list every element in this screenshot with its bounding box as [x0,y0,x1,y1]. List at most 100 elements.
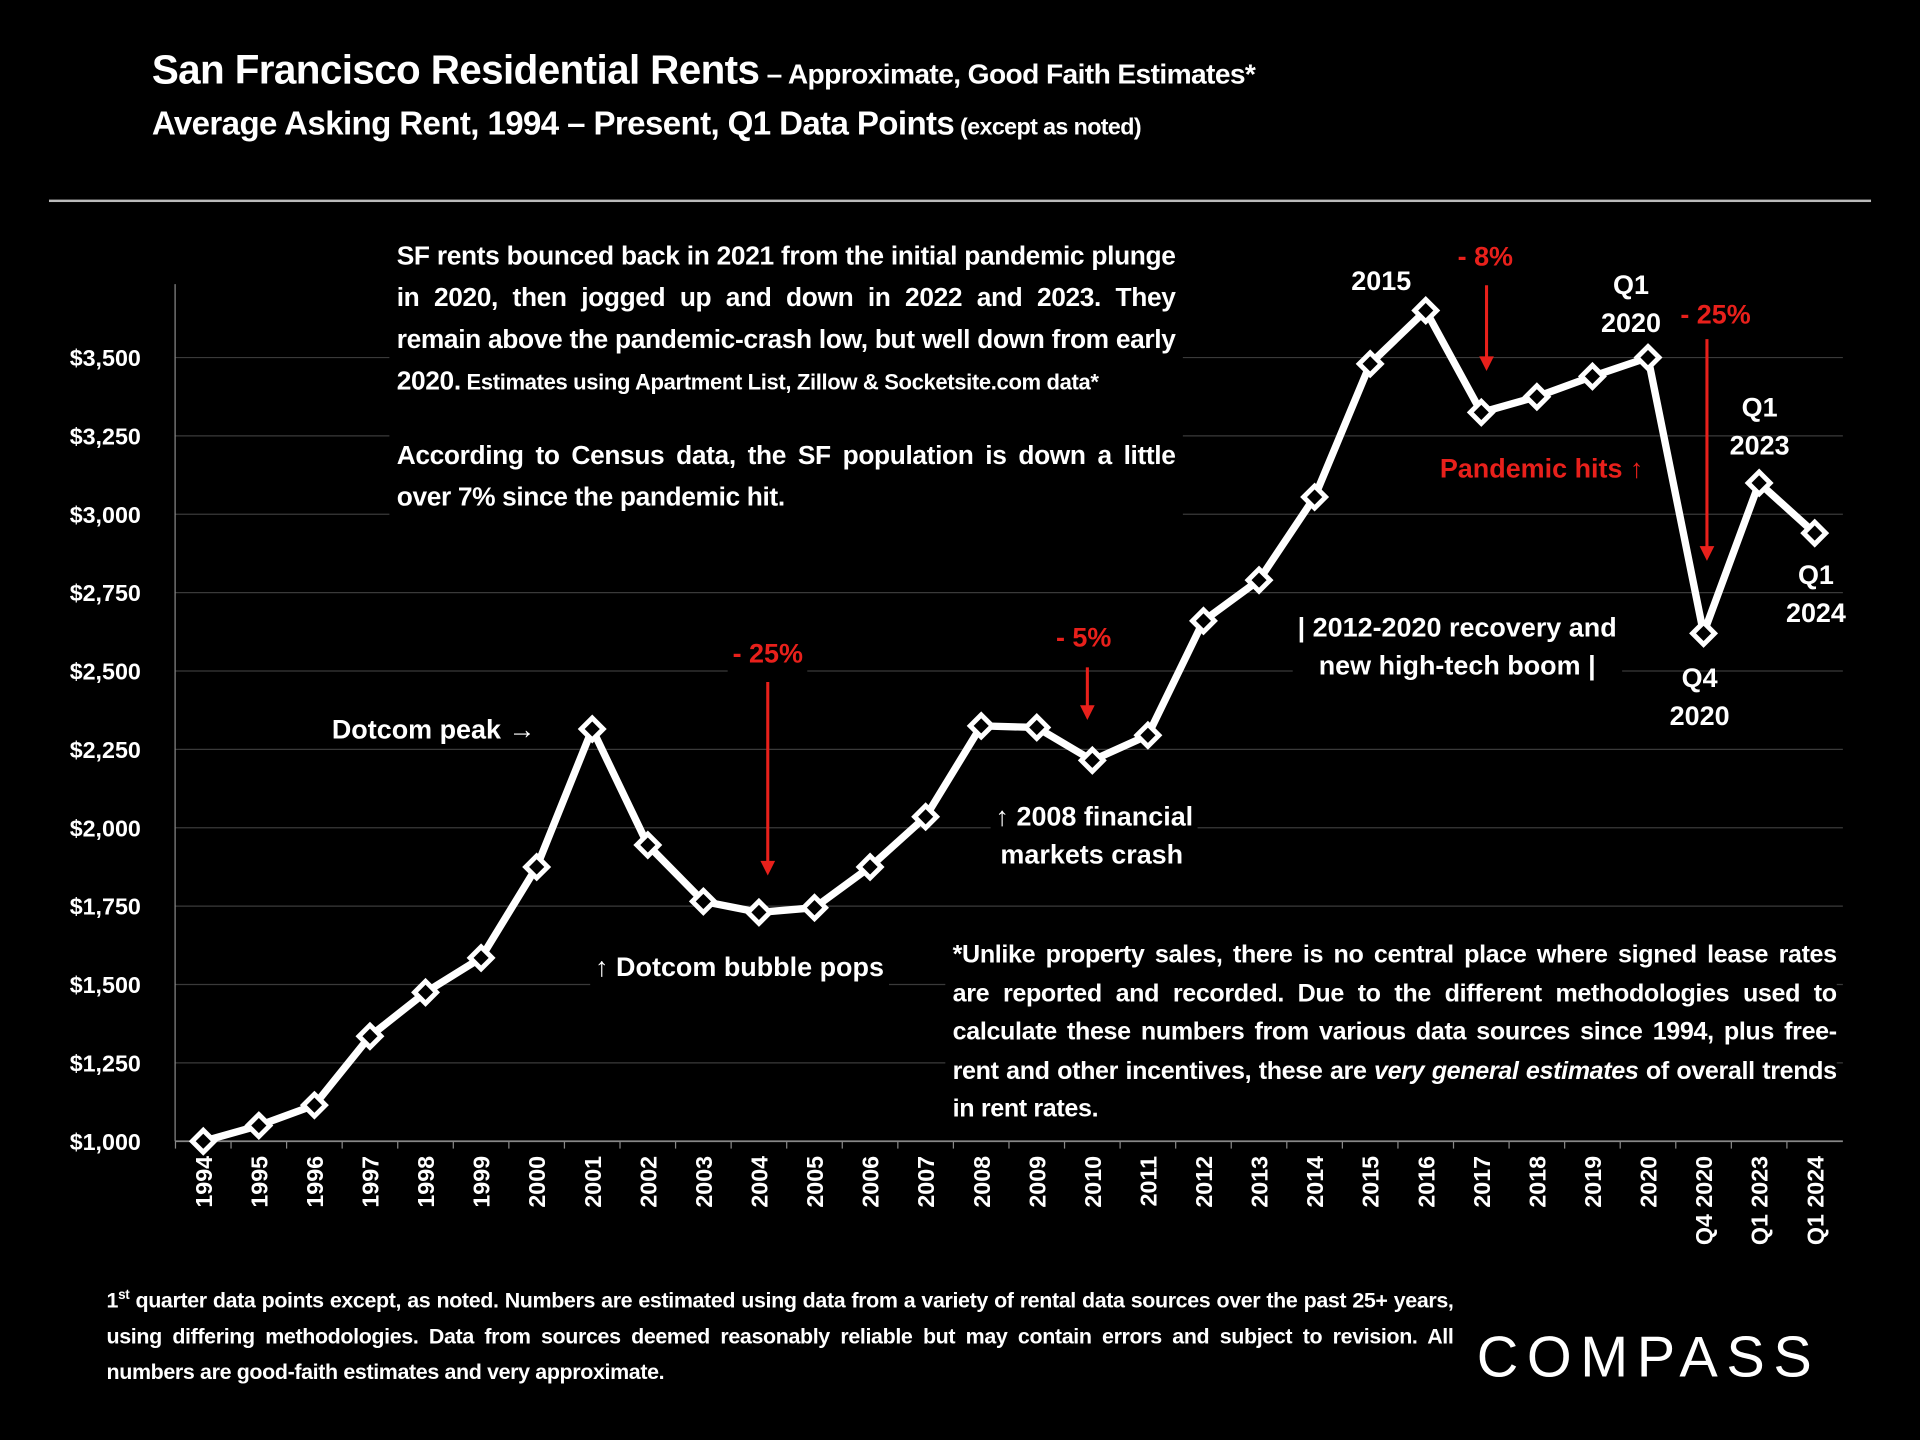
y-tick-label: $2,750 [70,580,141,606]
data-point-marker [1522,382,1552,412]
footer-text: quarter data points except, as noted. Nu… [106,1287,1454,1384]
footer-ordinal: 1 [106,1287,119,1313]
red-arrow-head-icon [1479,356,1494,372]
data-point-marker [411,977,441,1007]
x-tick-label: 2020 [1636,1156,1662,1208]
data-point-marker [1466,397,1496,427]
subtitle-main: Average Asking Rent, 1994 – Present, Q1 … [151,105,955,143]
annotation-q1-2023: Q1 2023 [1725,388,1795,464]
red-arrow-head-icon [1699,546,1715,561]
data-point-marker [1300,482,1330,512]
data-point-marker [633,830,663,860]
annotation-pandemic-hits: Pandemic hits ↑ [1439,453,1644,484]
x-tick-label: 2018 [1524,1156,1550,1208]
data-point-marker [744,897,774,927]
data-point-marker [1800,518,1830,548]
population-note: According to Census data, the SF populat… [396,440,1176,512]
data-point-marker [1577,361,1607,391]
annotation-2015: 2015 [1351,265,1412,297]
crash-line-1: ↑ 2008 financial [995,800,1194,832]
data-point-marker [1633,343,1663,373]
data-point-marker [1744,468,1774,498]
annotation-drop-2004: - 25% [727,634,808,673]
annotation-bubble-pops: ↑ Dotcom bubble pops [590,947,889,986]
x-tick-label: 2011 [1135,1156,1161,1207]
data-point-marker [1411,296,1441,326]
y-tick-label: $3,250 [70,423,141,449]
annotation-drop-2020: - 25% [1680,298,1751,330]
chart-title: San Francisco Residential Rents – Approx… [151,46,1256,94]
compass-logo: COMPASS [1476,1323,1821,1389]
title-main: San Francisco Residential Rents [151,46,760,92]
red-arrow-head-icon [760,860,776,876]
q1-2024-line-1: Q1 [1797,559,1834,591]
data-point-marker [1355,349,1385,379]
summary-text: SF rents bounced back in 2021 from the i… [396,241,1176,396]
x-tick-label: 2004 [747,1156,773,1208]
data-point-marker [911,802,941,832]
y-tick-label: $1,250 [70,1050,141,1076]
x-tick-label: 2005 [802,1156,828,1208]
data-point-marker [1022,712,1052,742]
data-point-marker [1244,565,1274,595]
y-tick-label: $3,000 [70,502,141,528]
x-tick-label: 2010 [1080,1156,1106,1208]
x-tick-label: 2019 [1580,1156,1606,1208]
data-point-marker [577,714,607,744]
q1-2020-line-1: Q1 [1613,269,1650,301]
sources-text: Estimates using Apartment List, Zillow &… [460,369,1099,395]
x-tick-label: 1995 [246,1156,272,1208]
y-tick-label: $2,000 [70,815,141,841]
annotation-q4-2020: Q4 2020 [1665,659,1735,735]
disclaimer-note: *Unlike property sales, there is no cent… [945,935,1837,1129]
x-tick-label: 1997 [358,1156,384,1208]
red-arrow-head-icon [1080,705,1095,721]
q1-2020-line-2: 2020 [1601,307,1662,338]
annotation-dotcom-peak: Dotcom peak → [326,710,541,749]
disclaimer-text-a: *Unlike property sales, there is no cent… [952,940,1837,1085]
subtitle-suffix: (except as noted) [954,115,1142,141]
recovery-line-1: | 2012-2020 recovery and [1297,612,1617,643]
x-tick-label: 2001 [580,1156,606,1208]
y-tick-label: $3,500 [70,345,141,371]
data-point-marker [1689,618,1719,648]
x-tick-label: 1996 [302,1156,328,1208]
disclaimer-emphasis: very general estimates [1374,1056,1639,1085]
data-point-marker [1133,720,1163,750]
chart-subtitle: Average Asking Rent, 1994 – Present, Q1 … [151,105,1142,143]
x-tick-label: 2000 [524,1156,550,1208]
x-tick-label: 2008 [969,1156,995,1208]
title-suffix: – Approximate, Good Faith Estimates* [759,57,1256,90]
data-point-marker [1188,606,1218,636]
data-point-marker [522,852,552,882]
annotation-q1-2024: Q1 2024 [1781,556,1851,632]
footer-disclaimer: 1st quarter data points except, as noted… [107,1278,1454,1389]
y-tick-label: $2,500 [70,659,141,685]
x-tick-label: Q1 2023 [1747,1156,1773,1245]
x-tick-label: 2002 [635,1156,661,1208]
annotation-recovery: | 2012-2020 recovery and new high-tech bo… [1292,608,1622,685]
data-point-marker [299,1090,329,1120]
x-tick-label: 2014 [1302,1156,1328,1208]
data-point-marker [1077,745,1107,775]
x-tick-label: 2009 [1024,1156,1050,1208]
x-tick-label: Q4 2020 [1691,1156,1717,1245]
x-tick-label: 1998 [413,1156,439,1208]
x-tick-label: Q1 2024 [1802,1156,1828,1245]
x-tick-label: 2013 [1247,1156,1273,1208]
q1-2023-line-1: Q1 [1741,391,1778,423]
q4-2020-line-2: 2020 [1669,700,1730,732]
y-tick-label: $1,000 [70,1129,141,1155]
summary-note: SF rents bounced back in 2021 from the i… [389,235,1183,518]
q1-2023-line-2: 2023 [1729,429,1790,461]
y-tick-label: $1,500 [70,972,141,998]
annotation-2008-crash: ↑ 2008 financial markets crash [990,797,1199,874]
footer-sup: st [118,1288,130,1303]
x-tick-label: 2003 [691,1156,717,1208]
q4-2020-line-1: Q4 [1681,662,1718,694]
annotation-q1-2020: Q1 2020 [1596,266,1666,342]
x-tick-label: 2007 [913,1156,939,1208]
data-point-marker [966,711,996,741]
